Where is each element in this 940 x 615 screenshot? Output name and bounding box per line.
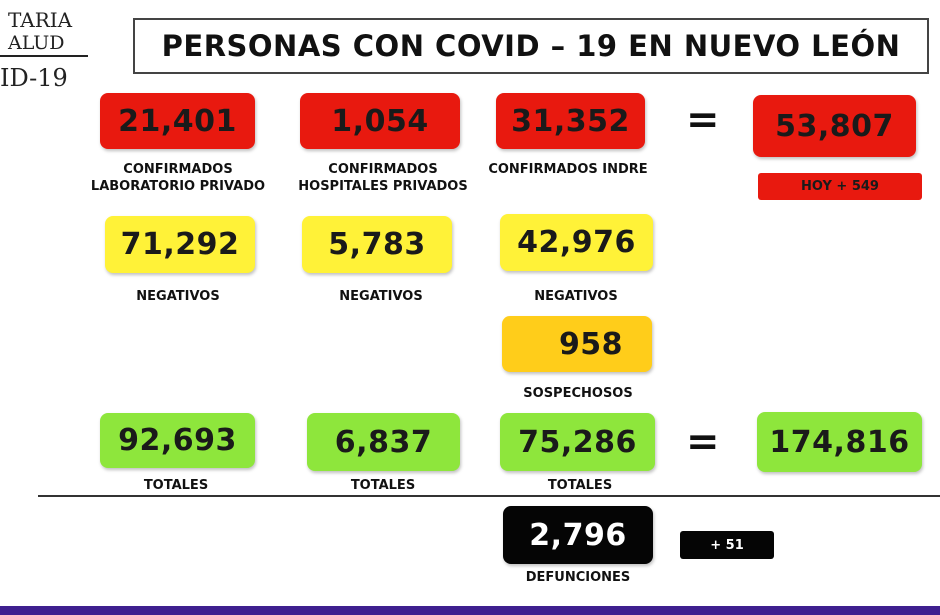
totals-private-lab-label: TOTALES [143,478,209,493]
confirmed-indre-label: CONFIRMADOS INDRE [488,162,648,177]
confirmed-private-hospitals-box: 1,054 [300,93,460,149]
confirmed-private-lab-label: CONFIRMADOS LABORATORIO PRIVADO [80,161,276,195]
confirmed-private-lab-box: 21,401 [100,93,255,149]
deaths-label: DEFUNCIONES [525,570,631,585]
negatives-indre-label: NEGATIVOS [534,289,618,304]
confirmed-private-hospitals-value: 1,054 [331,103,429,139]
suspected-box: 958 [502,316,652,372]
title-box: PERSONAS CON COVID – 19 EN NUEVO LEÓN [133,18,929,74]
confirmed-indre-box: 31,352 [496,93,645,149]
negatives-private-lab-value: 71,292 [120,227,240,262]
totals-private-hospitals-label: TOTALES [350,478,416,493]
negatives-private-lab-label: NEGATIVOS [136,289,220,304]
confirmed-indre-value: 31,352 [511,103,630,139]
confirmed-private-hospitals-label: CONFIRMADOS HOSPITALES PRIVADOS [285,161,481,195]
confirmed-equals-sign: = [686,97,720,143]
totals-private-lab-box: 92,693 [100,413,255,468]
confirmed-private-hospitals-label-line1: CONFIRMADOS [328,162,438,177]
logo-divider [0,55,88,57]
totals-private-lab-value: 92,693 [118,423,237,458]
confirmed-private-lab-label-line2: LABORATORIO PRIVADO [90,179,266,194]
confirmed-total-value: 53,807 [775,108,894,144]
suspected-value: 958 [558,326,624,362]
totals-equals-sign: = [686,419,720,465]
negatives-private-hospitals-label: NEGATIVOS [339,289,423,304]
confirmed-private-lab-value: 21,401 [118,103,237,139]
logo-line-2: ALUD [8,32,65,54]
grand-total-box: 174,816 [757,412,922,472]
confirmed-private-hospitals-label-line2: HOSPITALES PRIVADOS [298,179,468,194]
deaths-today-badge: + 51 [680,531,774,559]
totals-indre-value: 75,286 [518,424,637,460]
negatives-indre-value: 42,976 [517,225,636,260]
logo-line-3: ID-19 [0,64,68,92]
totals-private-hospitals-value: 6,837 [334,424,433,460]
totals-indre-box: 75,286 [500,413,655,471]
confirmed-today-badge: HOY + 549 [758,173,922,200]
deaths-box: 2,796 [503,506,653,564]
logo-line-1: TARIA [8,8,73,32]
grand-total-value: 174,816 [769,424,910,460]
section-divider [38,495,940,497]
negatives-indre-box: 42,976 [500,214,653,271]
negatives-private-lab-box: 71,292 [105,216,255,273]
negatives-private-hospitals-value: 5,783 [328,227,426,262]
bottom-bar [0,606,940,615]
suspected-label: SOSPECHOSOS [523,386,633,401]
negatives-private-hospitals-box: 5,783 [302,216,452,273]
confirmed-total-box: 53,807 [753,95,916,157]
page-title: PERSONAS CON COVID – 19 EN NUEVO LEÓN [161,29,901,63]
confirmed-private-lab-label-line1: CONFIRMADOS [123,162,233,177]
totals-indre-label: TOTALES [547,478,613,493]
totals-private-hospitals-box: 6,837 [307,413,460,471]
deaths-value: 2,796 [529,517,627,553]
